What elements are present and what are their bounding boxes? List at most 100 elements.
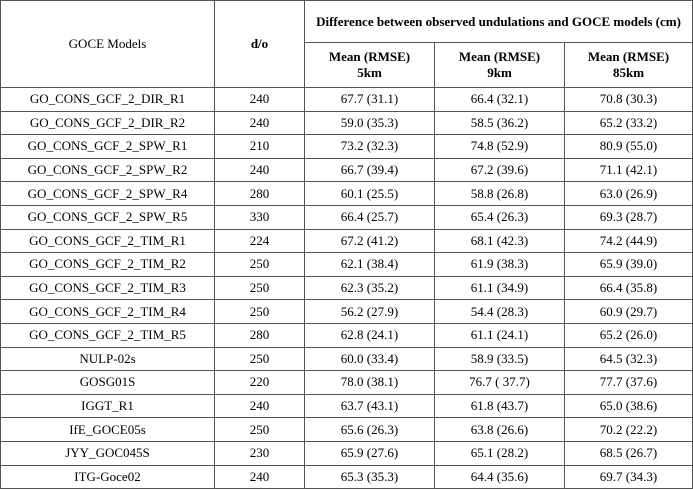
table-cell: 250 [214, 275, 305, 301]
header-cell: Difference between observed undulations … [303, 0, 693, 43]
table-cell: 80.9 (55.0) [563, 134, 693, 159]
table-cell: GO_CONS_GCF_2_TIM_R1 [0, 228, 215, 254]
table-row: GO_CONS_GCF_2_SPW_R2 240 66.7 (39.4) 67.2 (… [0, 157, 693, 183]
table-cell: 65.4 (26.3) [434, 204, 565, 230]
table-cell: 70.8 (30.3) [563, 87, 693, 112]
table-cell: 63.7 (43.1) [304, 393, 435, 419]
table-cell: 63.0 (26.9) [563, 181, 693, 206]
table-cell: 67.7 (31.1) [304, 87, 435, 112]
table-cell: 65.3 (35.3) [304, 464, 435, 490]
header-cell: GOCE Models [0, 0, 215, 88]
table-cell: 220 [214, 370, 305, 395]
table-cell: 71.1 (42.1) [563, 157, 693, 183]
table-cell: 67.2 (41.2) [304, 228, 435, 254]
table-cell: 61.1 (34.9) [434, 275, 565, 301]
table-row: GO_CONS_GCF_2_DIR_R1 240 67.7 (31.1) 66.4 (… [0, 87, 693, 112]
table-cell: 65.9 (39.0) [563, 252, 693, 277]
table-cell: 64.5 (32.3) [563, 346, 693, 372]
table-cell: 250 [214, 252, 305, 277]
table-cell: GO_CONS_GCF_2_DIR_R2 [0, 110, 215, 136]
table-row: NULP-02s 250 60.0 (33.4) 58.9 (33.5) 64.5 (3… [0, 346, 693, 372]
table-cell: ITG-Goce02 [0, 464, 215, 490]
table-cell: 65.2 (26.0) [563, 322, 693, 348]
column-distance: 9km [487, 65, 512, 80]
header-cell: Mean (RMSE) 5km [304, 42, 435, 88]
table-cell: IfE_GOCE05s [0, 417, 215, 442]
table-cell: GO_CONS_GCF_2_TIM_R5 [0, 322, 215, 348]
table-row: ITG-Goce02 240 65.3 (35.3) 64.4 (35.6) 69.7 … [0, 464, 693, 490]
table-cell: 73.2 (32.3) [304, 134, 435, 159]
table-cell: 70.2 (22.2) [563, 417, 693, 442]
table-cell: 62.8 (24.1) [304, 322, 435, 348]
table-cell: 61.1 (24.1) [434, 322, 565, 348]
table-cell: 58.9 (33.5) [434, 346, 565, 372]
table-cell: 65.6 (26.3) [304, 417, 435, 442]
header-cell: Mean (RMSE) 85km [563, 42, 693, 88]
table-cell: 66.4 (32.1) [434, 87, 565, 112]
table-cell: GO_CONS_GCF_2_SPW_R5 [0, 204, 215, 230]
table-cell: GOSG01S [0, 370, 215, 395]
table-cell: 62.1 (38.4) [304, 252, 435, 277]
table-cell: 330 [214, 204, 305, 230]
table-cell: 69.3 (28.7) [563, 204, 693, 230]
table-row: GO_CONS_GCF_2_SPW_R5 330 66.4 (25.7) 65.4 (… [0, 204, 693, 230]
table-cell: 240 [214, 157, 305, 183]
table-row: GO_CONS_GCF_2_TIM_R5 280 62.8 (24.1) 61.1 (… [0, 322, 693, 348]
table-cell: 58.5 (36.2) [434, 110, 565, 136]
table-cell: 59.0 (35.3) [304, 110, 435, 136]
table-cell: 250 [214, 299, 305, 324]
header-row: Mean (RMSE) 5km Mean (RMSE) 9km Mean (RMSE) 8… [1, 42, 693, 88]
table-cell: 58.8 (26.8) [434, 181, 565, 206]
table-cell: 65.2 (33.2) [563, 110, 693, 136]
table-row: GO_CONS_GCF_2_SPW_R1 210 73.2 (32.3) 74.8 (… [0, 134, 693, 159]
table-cell: 54.4 (28.3) [434, 299, 565, 324]
table-row: GOSG01S 220 78.0 (38.1) 76.7 ( 37.7) 77.7 (3… [0, 370, 693, 395]
table-cell: 224 [214, 228, 305, 254]
table-cell: GO_CONS_GCF_2_SPW_R2 [0, 157, 215, 183]
table-cell: 67.2 (39.6) [434, 157, 565, 183]
table-cell: 240 [214, 464, 305, 490]
table-cell: 69.7 (34.3) [563, 464, 693, 490]
table-cell: 68.1 (42.3) [434, 228, 565, 254]
table-cell: GO_CONS_GCF_2_TIM_R3 [0, 275, 215, 301]
table-cell: 62.3 (35.2) [304, 275, 435, 301]
table-cell: 280 [214, 181, 305, 206]
table-cell: GO_CONS_GCF_2_TIM_R2 [0, 252, 215, 277]
table-cell: 74.2 (44.9) [563, 228, 693, 254]
table-cell: 230 [214, 440, 305, 466]
table-cell: 64.4 (35.6) [434, 464, 565, 490]
table-cell: 66.4 (25.7) [304, 204, 435, 230]
table-cell: 61.9 (38.3) [434, 252, 565, 277]
table-cell: IGGT_R1 [0, 393, 215, 419]
table-cell: 250 [214, 417, 305, 442]
column-label: Mean (RMSE) [328, 49, 411, 64]
table-cell: 77.7 (37.6) [563, 370, 693, 395]
table-cell: 280 [214, 322, 305, 348]
table-cell: 76.7 ( 37.7) [434, 370, 565, 395]
table-cell: 74.8 (52.9) [434, 134, 565, 159]
table-row: JYY_GOC045S 230 65.9 (27.6) 65.1 (28.2) 68.5… [0, 440, 693, 466]
table-row: GO_CONS_GCF_2_TIM_R3 250 62.3 (35.2) 61.1 (… [0, 275, 693, 301]
column-distance: 85km [612, 65, 645, 80]
column-label: Mean (RMSE) [587, 49, 670, 64]
table-cell: NULP-02s [0, 346, 215, 372]
table-row: GO_CONS_GCF_2_TIM_R1 224 67.2 (41.2) 68.1 (… [0, 228, 693, 254]
table-cell: 63.8 (26.6) [434, 417, 565, 442]
table-cell: 60.0 (33.4) [304, 346, 435, 372]
table-cell: JYY_GOC045S [0, 440, 215, 466]
column-label: Mean (RMSE) [458, 49, 541, 64]
table-cell: 61.8 (43.7) [434, 393, 565, 419]
table-cell: 56.2 (27.9) [304, 299, 435, 324]
table-cell: GO_CONS_GCF_2_SPW_R1 [0, 134, 215, 159]
table-cell: 65.0 (38.6) [563, 393, 693, 419]
table-row: IGGT_R1 240 63.7 (43.1) 61.8 (43.7) 65.0 (38… [0, 393, 693, 419]
table-row: GO_CONS_GCF_2_TIM_R4 250 56.2 (27.9) 54.4 (… [0, 299, 693, 324]
table-cell: 66.4 (35.8) [563, 275, 693, 301]
table-cell: 68.5 (26.7) [563, 440, 693, 466]
table-cell: GO_CONS_GCF_2_SPW_R4 [0, 181, 215, 206]
table-row: GO_CONS_GCF_2_SPW_R4 280 60.1 (25.5) 58.8 (… [0, 181, 693, 206]
table-cell: 240 [214, 110, 305, 136]
table-cell: 250 [214, 346, 305, 372]
table-row: IfE_GOCE05s 250 65.6 (26.3) 63.8 (26.6) 70.2… [0, 417, 693, 442]
